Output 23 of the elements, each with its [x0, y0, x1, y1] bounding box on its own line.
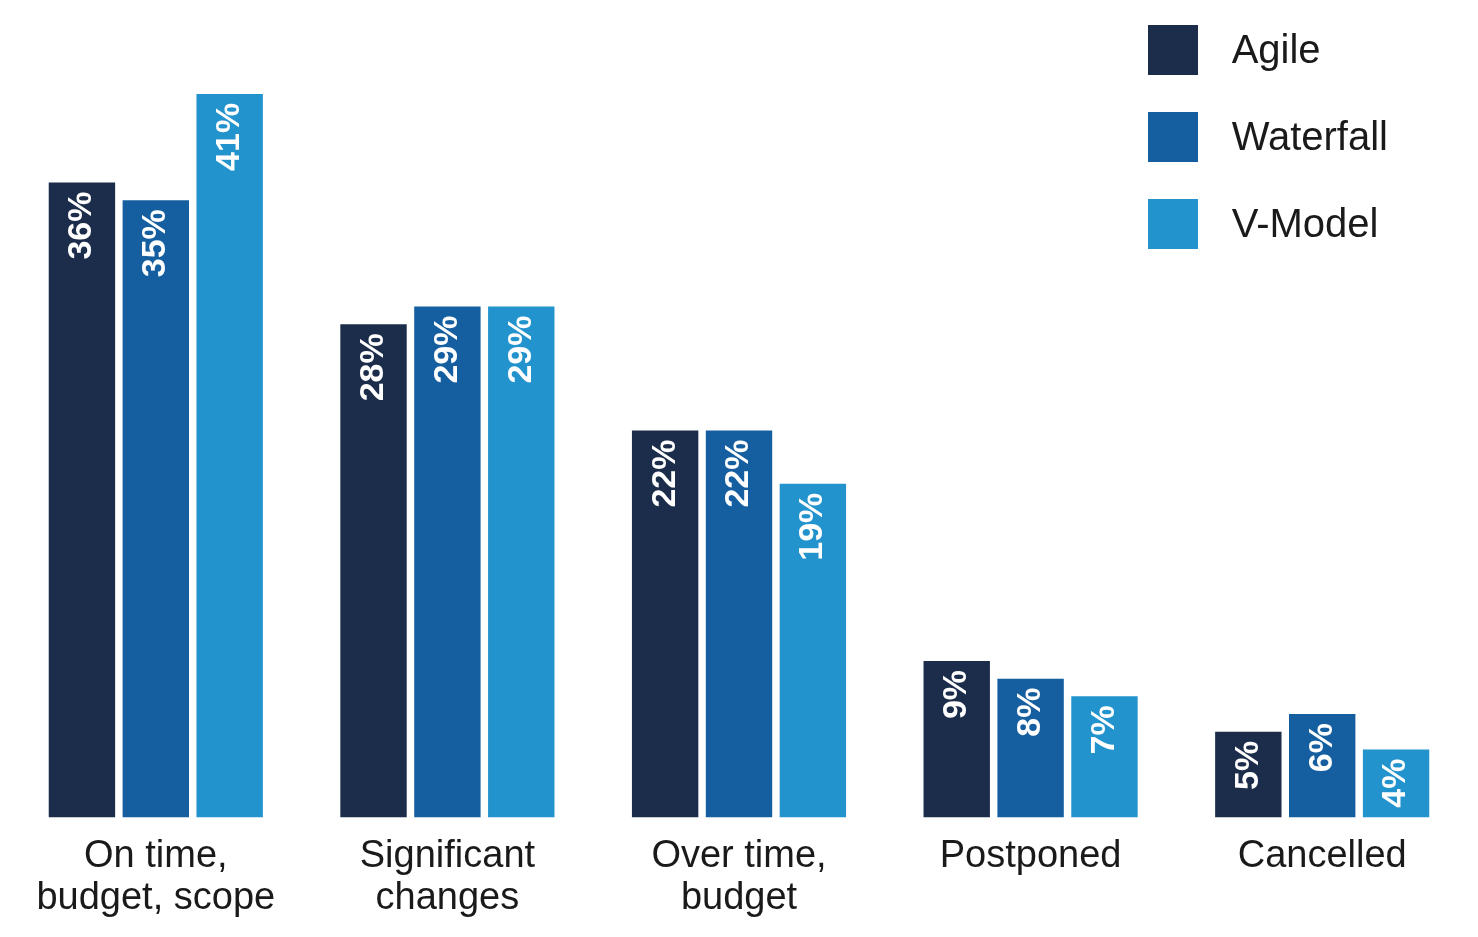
legend-label: Agile	[1231, 27, 1321, 72]
data-label: 7%	[1082, 705, 1121, 755]
x-tick-label: Postponed	[939, 832, 1122, 875]
x-tick-label: On time, budget, scope	[36, 832, 276, 917]
data-label: 8%	[1008, 687, 1047, 737]
data-label: 22%	[717, 439, 756, 508]
x-tick-label: Cancelled	[1237, 832, 1407, 875]
data-label: 5%	[1226, 740, 1265, 790]
data-label: 22%	[643, 439, 682, 508]
data-label: 29%	[499, 315, 538, 384]
data-label: 28%	[351, 333, 390, 402]
legend-label: V-Model	[1231, 201, 1379, 246]
data-label: 29%	[425, 315, 464, 384]
data-label: 9%	[935, 669, 974, 720]
legend-label: Waterfall	[1231, 114, 1388, 159]
data-label: 6%	[1300, 723, 1339, 773]
data-label: 4%	[1374, 758, 1413, 808]
data-label: 41%	[208, 102, 247, 171]
data-label: 36%	[60, 191, 99, 260]
x-tick-label: Significant changes	[359, 832, 536, 917]
data-label: 19%	[791, 492, 830, 561]
x-tick-label: Over time, budget	[651, 832, 827, 917]
data-label: 35%	[134, 209, 173, 278]
